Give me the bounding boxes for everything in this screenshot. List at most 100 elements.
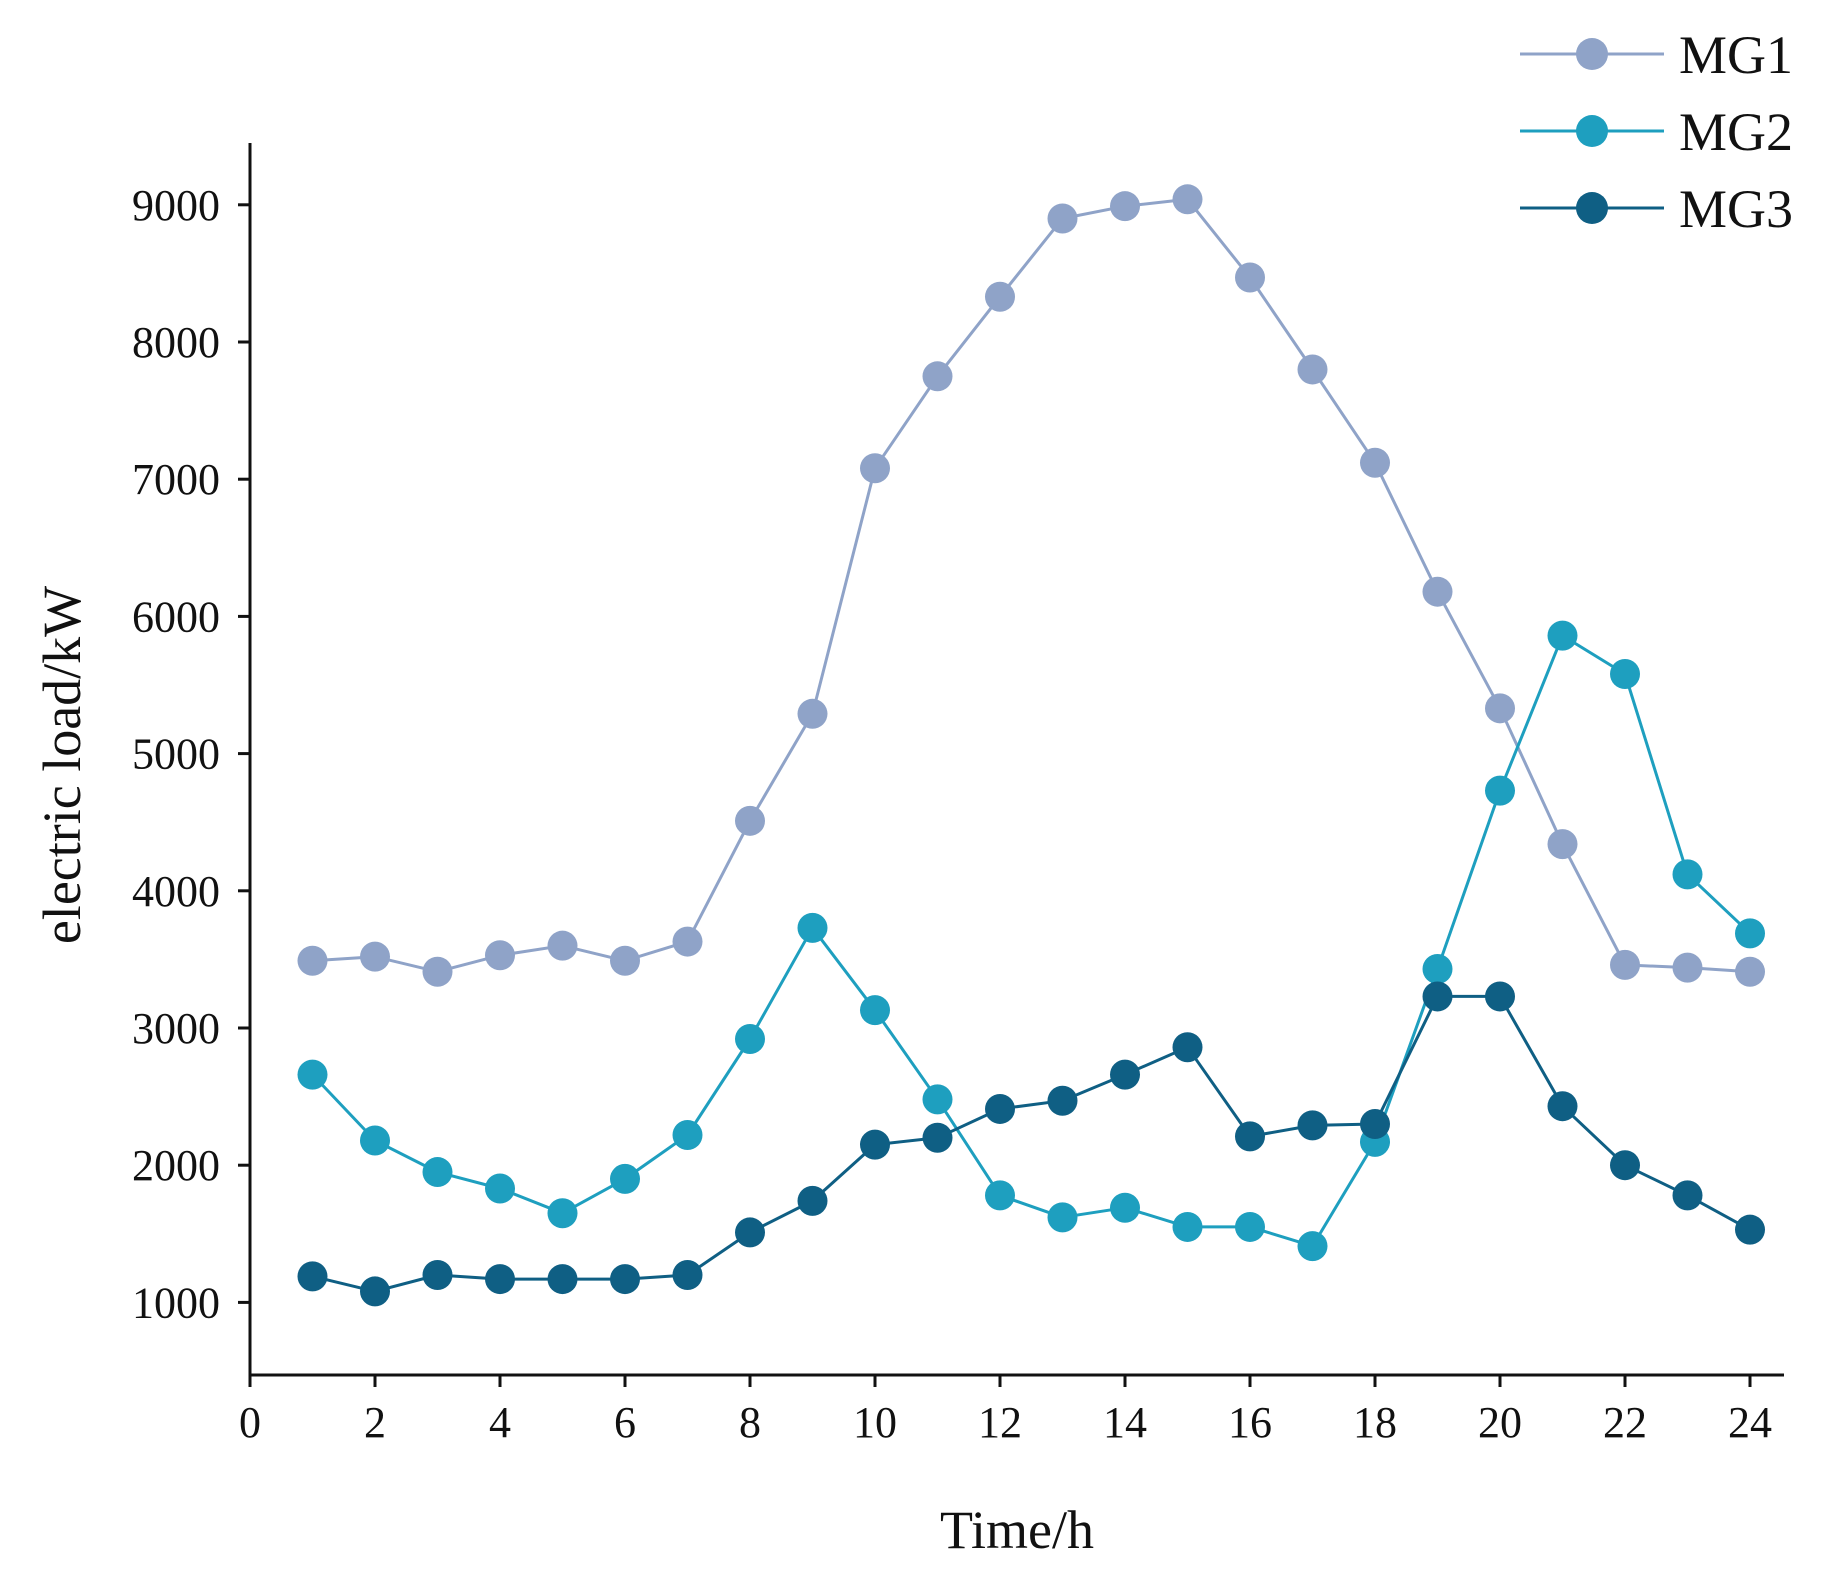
series-mg1-point <box>1422 576 1453 607</box>
legend-swatch-marker <box>1576 38 1608 70</box>
y-ticks: 1000 2000 3000 4000 5000 6000 7000 8000 9000 <box>132 181 250 1327</box>
series-mg1-line <box>312 197 1751 974</box>
series-mg3-point <box>672 1259 703 1290</box>
series-mg1-point <box>360 941 390 972</box>
y-tick-label: 8000 <box>132 318 220 367</box>
x-tick-label: 2 <box>364 1398 386 1447</box>
series-mg1-point <box>1360 447 1390 478</box>
series-mg2-point <box>1422 954 1453 985</box>
series-mg3 <box>297 981 1765 1307</box>
x-tick-label: 22 <box>1603 1398 1647 1447</box>
legend-label: MG3 <box>1679 179 1793 239</box>
series-mg1-point <box>1297 354 1328 385</box>
series-mg2-point <box>1172 1211 1203 1242</box>
x-tick-label: 6 <box>614 1398 636 1447</box>
x-axis-title: Time/h <box>940 1500 1094 1560</box>
series-mg2-point <box>360 1125 390 1156</box>
x-tick-label: 8 <box>739 1398 761 1447</box>
axes <box>248 143 1784 1377</box>
series-mg1-point <box>672 926 703 957</box>
series-mg2-point <box>1297 1231 1328 1262</box>
series-mg3-line <box>312 994 1751 1293</box>
series-mg2-point <box>735 1023 765 1054</box>
series-mg3-point <box>1422 981 1453 1012</box>
series-mg3-point <box>547 1264 578 1295</box>
series-mg2-point <box>922 1084 953 1115</box>
series-mg2-point <box>1735 918 1765 949</box>
series-mg3-point <box>360 1276 390 1307</box>
series-mg1-point <box>735 805 765 836</box>
series-mg1-point <box>1172 184 1203 215</box>
series-mg1-point <box>922 361 953 392</box>
series-mg3-point <box>485 1264 515 1295</box>
legend-label: MG2 <box>1679 102 1793 162</box>
legend-item-mg1: MG1 <box>1520 25 1793 85</box>
series-mg2-point <box>1547 620 1578 651</box>
y-tick-label: 3000 <box>132 1004 220 1053</box>
series-mg2-point <box>672 1120 703 1151</box>
series-mg3-point <box>985 1093 1015 1124</box>
series-layer <box>297 184 1765 1307</box>
series-mg2-point <box>1110 1192 1140 1223</box>
series-mg3-point <box>1547 1091 1578 1122</box>
series-mg1-point <box>985 281 1015 312</box>
series-mg1-point <box>297 945 328 976</box>
series-mg3-point <box>1297 1110 1328 1141</box>
y-tick-label: 1000 <box>132 1278 220 1327</box>
series-mg1-point <box>797 698 828 729</box>
series-mg3-point <box>1360 1109 1390 1140</box>
y-tick-label: 4000 <box>132 867 220 916</box>
series-mg2-point <box>1047 1202 1078 1233</box>
legend-item-mg2: MG2 <box>1520 102 1793 162</box>
series-mg1-point <box>422 956 453 987</box>
series-mg3-point <box>297 1261 328 1292</box>
series-mg2-point <box>860 995 890 1026</box>
series-mg3-point <box>1735 1214 1765 1245</box>
x-tick-label: 24 <box>1728 1398 1772 1447</box>
x-tick-label: 12 <box>978 1398 1022 1447</box>
x-tick-label: 0 <box>239 1398 261 1447</box>
series-mg2-point <box>422 1157 453 1188</box>
series-mg2-point <box>610 1163 640 1194</box>
series-mg1-point <box>1735 956 1765 987</box>
series-mg2-point <box>1485 775 1515 806</box>
series-mg2 <box>297 620 1765 1262</box>
y-tick-label: 7000 <box>132 455 220 504</box>
series-mg2-point <box>985 1180 1015 1211</box>
x-tick-label: 4 <box>489 1398 511 1447</box>
legend-label: MG1 <box>1679 25 1793 85</box>
series-mg2-point <box>1672 859 1703 890</box>
legend-item-mg3: MG3 <box>1520 179 1793 239</box>
y-tick-label: 6000 <box>132 592 220 641</box>
y-tick-label: 9000 <box>132 181 220 230</box>
series-mg1-point <box>1672 952 1703 983</box>
series-mg1-point <box>1485 693 1515 724</box>
series-mg1-point <box>1110 191 1140 222</box>
series-mg2-line <box>311 634 1752 1248</box>
x-tick-label: 16 <box>1228 1398 1272 1447</box>
legend: MG1 MG2 MG3 <box>1520 25 1793 239</box>
series-mg3-point <box>1672 1180 1703 1211</box>
series-mg2-point <box>297 1059 328 1090</box>
x-tick-label: 20 <box>1478 1398 1522 1447</box>
series-mg1 <box>297 184 1765 987</box>
series-mg1-point <box>1235 262 1265 293</box>
series-mg3-point <box>797 1185 828 1216</box>
series-mg2-point <box>797 912 828 943</box>
series-mg2-point <box>1235 1211 1265 1242</box>
series-mg3-point <box>1610 1150 1640 1181</box>
series-mg1-point <box>1610 949 1640 980</box>
series-mg3-point <box>1485 981 1515 1012</box>
series-mg3-point <box>610 1264 640 1295</box>
x-tick-label: 14 <box>1103 1398 1147 1447</box>
series-mg3-point <box>860 1129 890 1160</box>
series-mg1-point <box>485 940 515 971</box>
series-mg3-point <box>1047 1085 1078 1116</box>
series-mg3-point <box>1110 1059 1140 1090</box>
y-tick-label: 2000 <box>132 1141 220 1190</box>
series-mg1-point <box>547 930 578 961</box>
series-mg3-point <box>735 1217 765 1248</box>
series-mg2-point <box>1610 659 1640 690</box>
y-tick-label: 5000 <box>132 730 220 779</box>
